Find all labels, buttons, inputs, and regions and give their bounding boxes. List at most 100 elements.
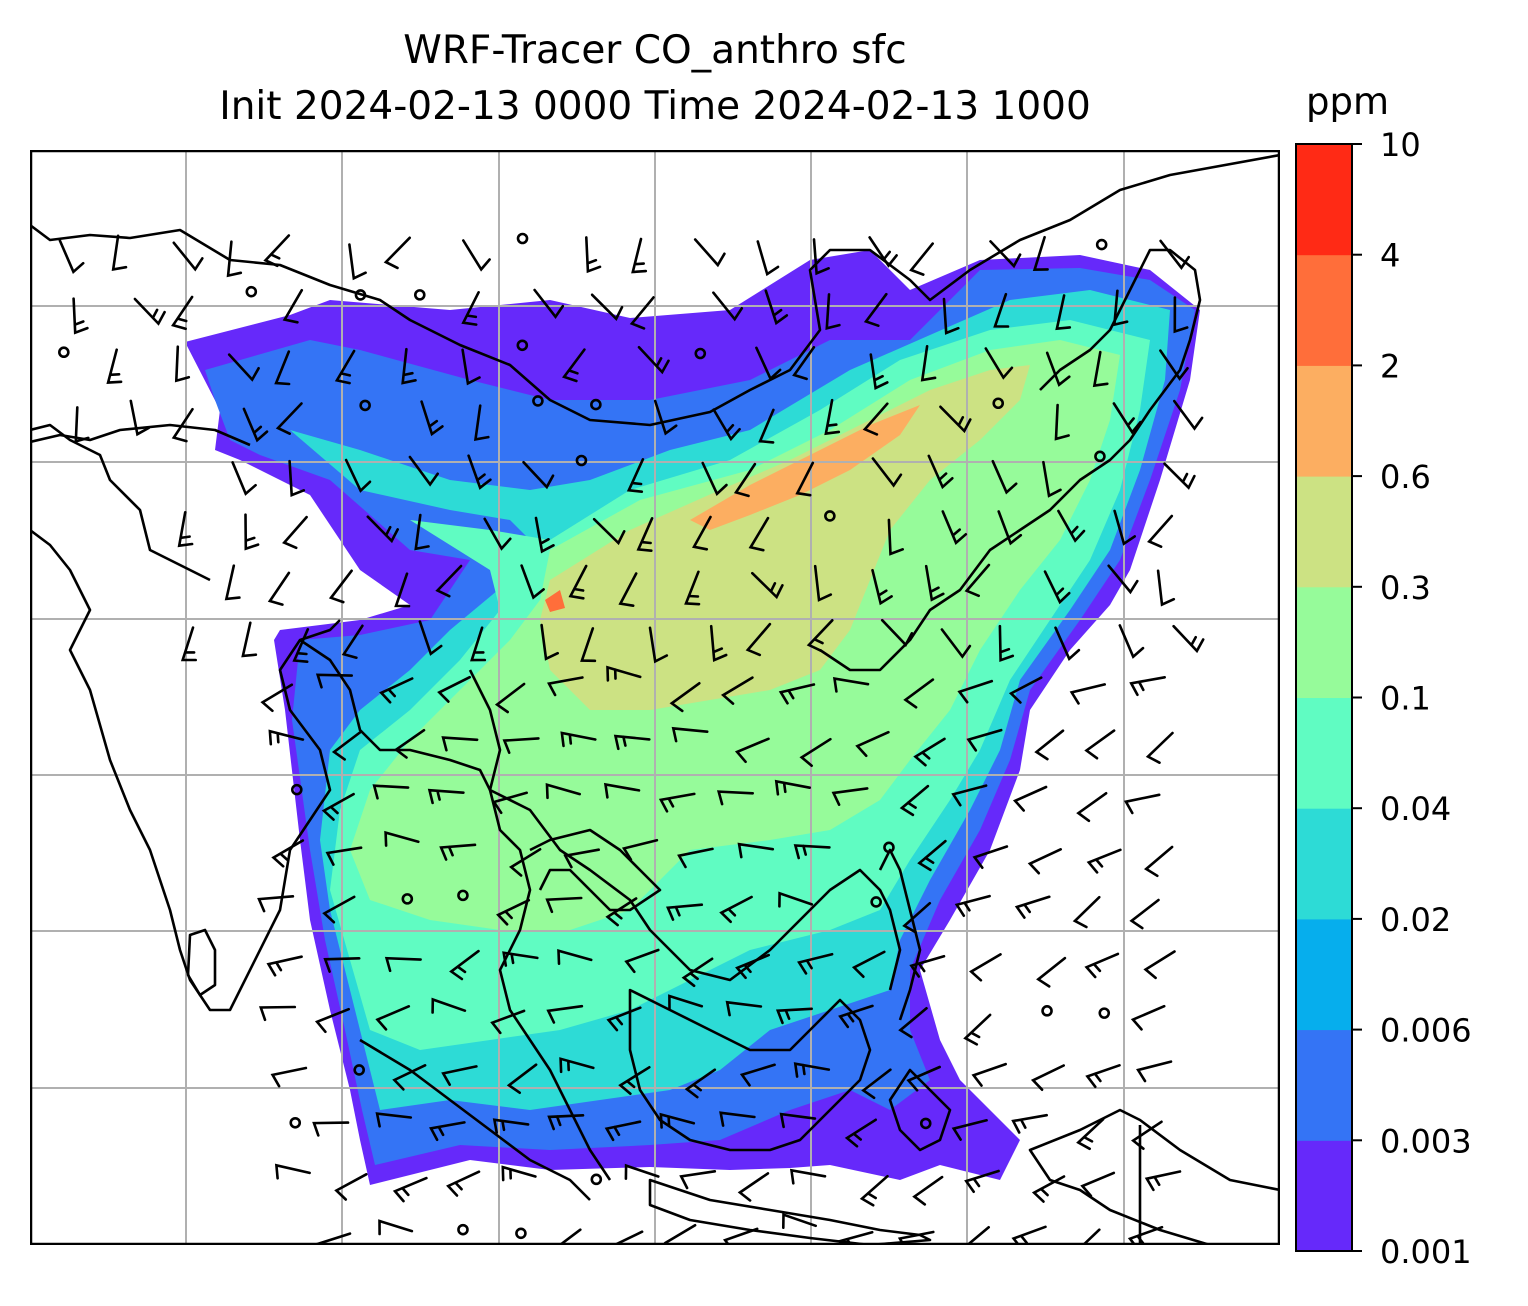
wind-barb (684, 570, 701, 606)
wind-barb (375, 1005, 411, 1031)
wind-barb (1145, 731, 1174, 764)
wind-barb (756, 240, 780, 277)
wind-barb (292, 628, 310, 663)
wind-barb (989, 240, 1022, 269)
wind-barb (267, 571, 291, 606)
wind-barb (997, 510, 1023, 546)
wind-barb (1011, 1225, 1047, 1245)
wind-barb (636, 517, 654, 552)
wind-barb (725, 1000, 763, 1017)
wind-barb (1054, 626, 1081, 661)
wind-barb (491, 791, 528, 815)
wind-barb (966, 728, 1003, 752)
wind-barb (624, 1163, 660, 1180)
wind-barb (561, 348, 586, 383)
wind-barb (72, 297, 89, 335)
wind-barb (467, 454, 492, 490)
wind-barb (1159, 349, 1189, 381)
colorbar-tick-label: 0.6 (1380, 458, 1431, 496)
wind-barb (939, 405, 972, 434)
wind-barb (58, 239, 85, 274)
wind-barb (778, 891, 814, 908)
wind-calm-marker (457, 1223, 469, 1236)
wind-barb (942, 297, 960, 335)
wind-barb (1036, 956, 1067, 988)
wind-calm-marker (289, 1116, 302, 1129)
wind-barb (1112, 402, 1142, 435)
wind-barb (951, 784, 988, 807)
wind-barb (813, 564, 833, 602)
wind-barb (1027, 848, 1062, 875)
wind-barb (274, 1163, 311, 1180)
wind-barb (1086, 848, 1122, 874)
wind-barb (547, 1114, 585, 1131)
field-peak-spot (545, 590, 565, 612)
colorbar-tick-label: 4 (1380, 237, 1400, 275)
wind-barb (871, 568, 893, 606)
wind-barb (739, 1063, 776, 1087)
coastline-sumatra (359, 1038, 591, 1201)
colorbar-swatch (1296, 586, 1352, 698)
colorbar-ticks: 0.001 0.003 0.006 0.02 0.04 0.1 0.3 0.6 2 4 10 (1352, 130, 1472, 1270)
wind-barb (903, 678, 935, 709)
wind-barb (366, 515, 399, 544)
wind-barb (274, 350, 291, 386)
wind-barb (1130, 1004, 1166, 1031)
wind-barb (954, 894, 991, 917)
wind-barb (439, 843, 477, 861)
wind-calm-marker (58, 346, 70, 359)
wind-barb (701, 461, 728, 496)
colorbar: 0.001 0.003 0.006 0.02 0.04 0.1 0.3 0.6 2 4 10 (1295, 130, 1472, 1270)
wind-barb (806, 619, 834, 652)
wind-barb (779, 1112, 817, 1129)
wind-barb (924, 564, 945, 602)
wind-barb (129, 399, 151, 437)
wind-barb (244, 513, 260, 551)
wind-barb (793, 844, 831, 860)
wind-barb (473, 404, 490, 441)
wind-barb (321, 792, 355, 821)
wind-barb (902, 901, 932, 934)
wind-barb (270, 1066, 308, 1088)
wind-barb (1031, 1175, 1066, 1203)
wind-barb (171, 407, 194, 443)
wind-barb (1113, 509, 1136, 546)
wind-calm-marker (992, 397, 1005, 410)
wind-barb (1136, 1060, 1173, 1083)
wind-barb (545, 783, 581, 800)
wind-barb (611, 1230, 644, 1245)
wind-barb (917, 839, 947, 872)
coastline-bay-of-bengal (299, 638, 902, 991)
wind-barb (1144, 1170, 1182, 1192)
wind-barb (1107, 564, 1139, 595)
wind-barb (231, 461, 257, 496)
wind-barb (712, 291, 744, 322)
wind-barb (401, 347, 417, 385)
wind-barb (180, 626, 197, 662)
wind-barb (957, 679, 994, 704)
colorbar-tick-label: 0.02 (1380, 901, 1451, 939)
wind-barb (920, 345, 937, 382)
wind-barb (331, 730, 363, 761)
wind-barb (508, 848, 542, 877)
wind-barb (271, 839, 305, 868)
wind-barb (263, 234, 291, 268)
map-title-line2: Init 2024-02-13 0000 Time 2024-02-13 100… (219, 84, 1091, 129)
wind-barb (568, 564, 588, 600)
map-frame (30, 150, 1280, 1245)
coastline-new-guinea (1028, 1108, 1280, 1245)
wind-barb (913, 737, 946, 767)
wind-barb (606, 1006, 642, 1032)
wind-calm-marker (245, 285, 258, 298)
coastline-malay (529, 828, 662, 912)
wind-barb (315, 673, 353, 689)
wind-barb (534, 516, 555, 554)
wind-barb (1076, 792, 1108, 823)
wind-barb (334, 1173, 368, 1201)
wind-barb (547, 676, 584, 697)
wind-barb (1173, 296, 1189, 334)
colorbar-swatch (1296, 254, 1352, 366)
coastline-sulawesi (888, 1068, 952, 1152)
wind-barb (341, 624, 364, 659)
wind-barb (1147, 514, 1174, 548)
